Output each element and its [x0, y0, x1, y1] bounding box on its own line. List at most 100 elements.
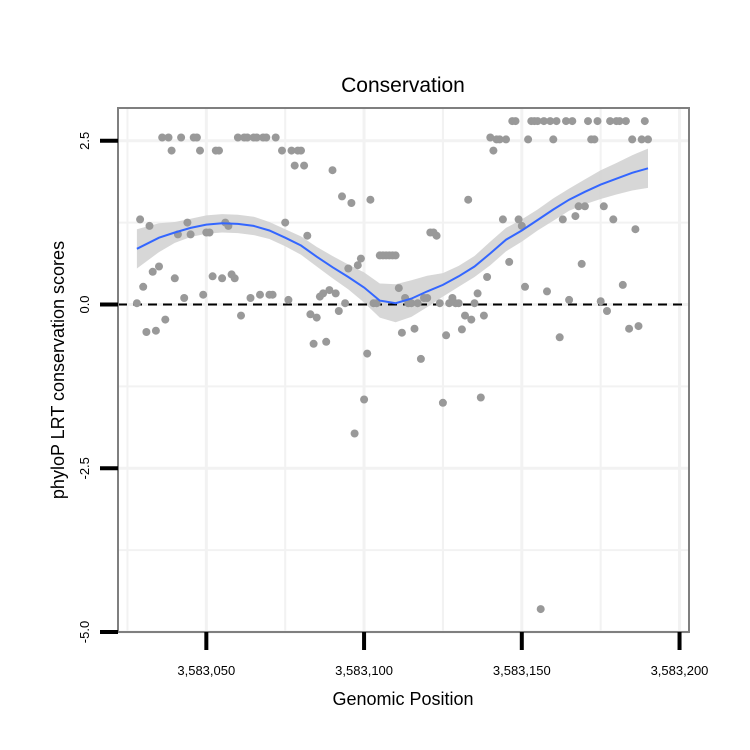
data-point: [546, 117, 555, 126]
y-tick-label: -2.5: [77, 457, 92, 479]
data-point: [461, 311, 469, 320]
data-point: [476, 393, 485, 402]
data-point: [606, 117, 615, 126]
data-point: [155, 262, 163, 271]
data-point: [435, 299, 444, 308]
data-point: [341, 299, 350, 308]
data-point: [287, 146, 296, 155]
data-point: [300, 161, 309, 170]
data-point: [625, 324, 634, 333]
data-point: [218, 274, 227, 283]
data-point: [161, 315, 170, 324]
data-point: [177, 133, 186, 142]
data-point: [495, 135, 504, 144]
data-point: [148, 267, 157, 276]
data-point: [334, 307, 343, 315]
data-point: [407, 299, 416, 308]
data-point: [391, 251, 400, 260]
x-tick-label: 3,583,050: [177, 663, 235, 678]
data-point: [584, 117, 592, 126]
data-point: [634, 322, 643, 331]
data-point: [356, 254, 365, 263]
data-point: [524, 135, 533, 144]
data-point: [208, 272, 217, 281]
x-tick-label: 3,583,200: [651, 663, 709, 678]
data-point: [268, 290, 277, 299]
data-point: [599, 202, 608, 211]
data-point: [470, 299, 479, 308]
data-point: [410, 324, 419, 333]
data-point: [319, 289, 328, 298]
data-point: [552, 117, 561, 126]
data-point: [186, 230, 195, 239]
data-point: [397, 328, 406, 337]
data-point: [486, 133, 495, 142]
data-point: [637, 135, 646, 144]
data-point: [631, 225, 640, 234]
smooth-line-group: [136, 167, 649, 305]
data-point: [142, 328, 151, 336]
data-point: [262, 133, 271, 142]
y-tick-label: -5.0: [77, 621, 92, 643]
data-point: [205, 228, 214, 237]
data-point: [199, 290, 208, 299]
data-point: [180, 294, 189, 302]
data-point: [536, 605, 545, 614]
data-point: [473, 289, 482, 298]
data-point: [593, 117, 602, 126]
data-point: [331, 289, 340, 298]
data-point: [338, 192, 346, 201]
data-point: [438, 398, 447, 407]
data-point: [514, 215, 523, 224]
data-point: [136, 215, 145, 224]
data-point: [590, 135, 599, 144]
data-point: [243, 133, 252, 142]
data-point: [164, 133, 173, 142]
y-axis-title: phyloP LRT conservation scores: [48, 241, 68, 499]
data-point: [416, 354, 425, 363]
y-tick-label: 2.5: [77, 132, 92, 150]
data-point: [517, 221, 526, 230]
data-point: [309, 339, 318, 348]
data-point: [565, 295, 574, 304]
data-point: [297, 146, 305, 155]
data-point: [192, 133, 201, 142]
data-point: [353, 261, 362, 270]
data-point: [363, 349, 372, 358]
data-point: [621, 117, 630, 126]
data-point: [303, 231, 312, 240]
data-point: [628, 135, 637, 144]
data-point: [183, 218, 192, 227]
data-point: [360, 395, 369, 404]
data-point: [271, 133, 280, 142]
data-point: [252, 133, 261, 142]
data-point: [644, 135, 652, 144]
data-point: [372, 299, 381, 308]
data-point: [562, 117, 570, 126]
data-point: [498, 215, 507, 224]
x-tick-label: 3,583,100: [335, 663, 393, 678]
data-point: [151, 326, 160, 335]
x-tick-label: 3,583,150: [493, 663, 551, 678]
data-point: [457, 325, 466, 334]
data-point: [489, 146, 498, 155]
data-point: [574, 202, 583, 211]
data-point: [281, 218, 290, 227]
data-point: [230, 274, 239, 283]
data-point: [306, 310, 315, 319]
data-point: [394, 284, 403, 293]
data-point: [278, 146, 286, 155]
data-point: [132, 299, 141, 308]
data-point: [196, 146, 204, 155]
data-point: [571, 212, 580, 221]
data-point: [366, 195, 375, 204]
data-point: [325, 286, 334, 295]
data-point: [640, 117, 649, 126]
data-point: [413, 299, 422, 308]
confidence-band-group: [136, 148, 648, 323]
data-point: [568, 117, 577, 126]
data-point: [483, 273, 492, 281]
data-point: [577, 259, 586, 268]
data-point: [158, 133, 167, 142]
